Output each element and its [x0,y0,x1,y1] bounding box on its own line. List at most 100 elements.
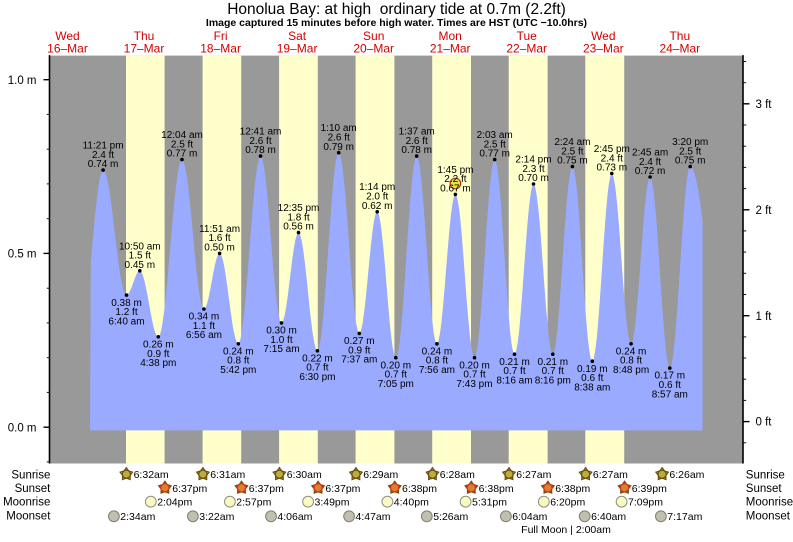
svg-text:6:27am: 6:27am [593,469,628,481]
svg-text:4:38 pm: 4:38 pm [140,358,176,369]
svg-text:6:32am: 6:32am [134,469,169,481]
svg-text:2.4 ft: 2.4 ft [92,150,114,161]
svg-text:0.73 m: 0.73 m [597,163,628,174]
svg-text:Fri: Fri [214,29,228,43]
svg-text:3:49pm: 3:49pm [315,497,350,509]
svg-text:6:56 am: 6:56 am [186,330,222,341]
svg-text:1:45 pm: 1:45 pm [437,165,473,176]
svg-text:22–Mar: 22–Mar [506,42,547,56]
svg-text:Sun: Sun [363,29,384,43]
svg-text:2:03 am: 2:03 am [477,130,513,141]
svg-text:4:40pm: 4:40pm [394,497,429,509]
svg-text:7:43 pm: 7:43 pm [456,379,492,390]
svg-text:2.6 ft: 2.6 ft [328,133,350,144]
svg-text:Wed: Wed [591,29,615,43]
svg-text:0.17 m: 0.17 m [655,371,686,382]
svg-text:2.4 ft: 2.4 ft [601,153,623,164]
svg-text:2 ft: 2 ft [756,205,773,217]
svg-text:7:37 am: 7:37 am [341,355,377,366]
svg-text:18–Mar: 18–Mar [200,42,241,56]
svg-text:Image captured 15 minutes befo: Image captured 15 minutes before high wa… [206,17,587,29]
svg-text:0.24 m: 0.24 m [616,346,647,357]
svg-text:Sunrise: Sunrise [746,470,785,482]
svg-text:6:40 am: 6:40 am [108,316,144,327]
svg-text:0.74 m: 0.74 m [88,159,119,170]
svg-text:11:21 pm: 11:21 pm [83,141,124,152]
svg-text:0.77 m: 0.77 m [167,149,198,160]
svg-text:0 ft: 0 ft [756,417,773,429]
svg-text:0.7 ft: 0.7 ft [385,370,407,381]
svg-text:2.0 ft: 2.0 ft [366,192,388,203]
svg-text:8:38 am: 8:38 am [574,382,610,393]
svg-text:0.7 ft: 0.7 ft [306,363,328,374]
svg-text:2.5 ft: 2.5 ft [679,146,701,157]
svg-text:1.8 ft: 1.8 ft [287,212,309,223]
svg-text:7:09pm: 7:09pm [628,497,663,509]
svg-text:2.6 ft: 2.6 ft [249,136,271,147]
svg-text:6:04am: 6:04am [512,511,547,523]
svg-text:11:51 am: 11:51 am [199,224,240,235]
svg-text:Sunrise: Sunrise [11,470,50,482]
svg-text:0.8 ft: 0.8 ft [620,356,642,367]
svg-text:2:45 pm: 2:45 pm [594,144,630,155]
svg-text:0.78 m: 0.78 m [245,145,276,156]
svg-text:Sunset: Sunset [746,483,783,495]
svg-text:Moonrise: Moonrise [3,497,50,509]
svg-text:21–Mar: 21–Mar [430,42,471,56]
svg-text:6:31am: 6:31am [210,469,245,481]
svg-text:8:16 pm: 8:16 pm [535,375,571,386]
svg-text:Sunset: Sunset [15,483,52,495]
svg-text:Sat: Sat [288,29,307,43]
svg-text:Full Moon | 2:00am: Full Moon | 2:00am [521,524,611,536]
svg-text:6:38pm: 6:38pm [479,483,514,495]
svg-text:1.2 ft: 1.2 ft [115,307,137,318]
svg-text:1.0 m: 1.0 m [8,75,37,87]
svg-text:0.8 ft: 0.8 ft [426,356,448,367]
svg-text:1.6 ft: 1.6 ft [208,233,230,244]
svg-text:12:41 am: 12:41 am [240,127,282,138]
svg-text:2:04pm: 2:04pm [157,497,192,509]
svg-text:1:37 am: 1:37 am [399,127,435,138]
svg-text:6:30 pm: 6:30 pm [299,372,335,383]
svg-text:0.34 m: 0.34 m [189,312,220,323]
svg-text:1:10 am: 1:10 am [321,123,357,134]
svg-text:0.21 m: 0.21 m [499,357,530,368]
svg-text:7:56 am: 7:56 am [419,365,455,376]
svg-text:3:20 pm: 3:20 pm [672,137,708,148]
svg-text:0.27 m: 0.27 m [344,336,375,347]
svg-text:1:14 pm: 1:14 pm [359,182,395,193]
svg-text:0.20 m: 0.20 m [381,360,412,371]
svg-text:4:47am: 4:47am [356,511,391,523]
svg-text:Wed: Wed [55,29,79,43]
svg-text:12:35 pm: 12:35 pm [278,203,320,214]
svg-text:6:28am: 6:28am [440,469,475,481]
svg-text:0.67 m: 0.67 m [440,184,471,195]
svg-text:2:57pm: 2:57pm [236,497,271,509]
svg-text:0.75 m: 0.75 m [557,156,588,167]
svg-text:12:04 am: 12:04 am [161,130,203,141]
svg-text:6:30am: 6:30am [287,469,322,481]
svg-text:6:40am: 6:40am [591,511,626,523]
svg-text:2.2 ft: 2.2 ft [444,174,466,185]
svg-text:Thu: Thu [669,29,690,43]
svg-text:16–Mar: 16–Mar [47,42,88,56]
svg-text:Thu: Thu [134,29,155,43]
svg-text:5:26am: 5:26am [433,511,468,523]
svg-text:6:20pm: 6:20pm [550,497,585,509]
svg-text:19–Mar: 19–Mar [277,42,318,56]
svg-text:Moonset: Moonset [746,511,791,523]
svg-text:0.7 ft: 0.7 ft [503,366,525,377]
svg-text:2:45 am: 2:45 am [632,148,668,159]
svg-text:7:17am: 7:17am [667,511,702,523]
svg-text:0.7 ft: 0.7 ft [463,370,485,381]
svg-text:7:15 am: 7:15 am [263,344,299,355]
svg-text:0.45 m: 0.45 m [125,260,156,271]
svg-text:1.5 ft: 1.5 ft [129,251,151,262]
svg-text:6:37pm: 6:37pm [249,483,284,495]
svg-text:0.70 m: 0.70 m [518,173,549,184]
svg-text:6:26am: 6:26am [669,469,704,481]
svg-text:0.56 m: 0.56 m [283,222,314,233]
svg-text:2:14 pm: 2:14 pm [515,155,551,166]
svg-text:0.0 m: 0.0 m [8,422,37,434]
svg-text:0.6 ft: 0.6 ft [581,373,603,384]
